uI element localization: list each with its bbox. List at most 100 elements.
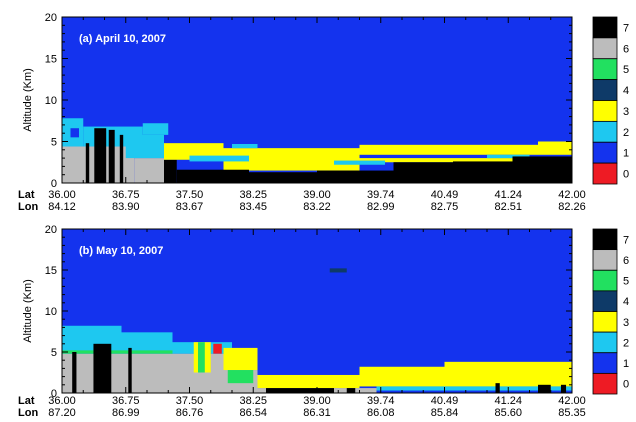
layer-cell-24 [393,162,453,183]
lat-tick-label: 38.25 [239,395,267,407]
lat-tick-label: 39.74 [367,395,395,407]
layer-cell-20 [487,154,530,159]
lat-row-label: Lat [18,189,35,201]
lon-tick-label: 84.12 [48,201,76,213]
lat-row-label: Lat [18,395,35,407]
layer-cell-14 [359,144,538,155]
colorbar-label: 6 [623,43,629,55]
layer-cell-3 [62,325,122,354]
lon-row-label: Lon [18,407,38,419]
layer-cell-23 [560,384,567,393]
y-axis-title: Altitude (Km) [22,68,34,132]
lon-tick-label: 82.51 [494,201,522,213]
lat-tick-label: 42.00 [558,189,586,201]
colorbar-label: 2 [623,337,629,349]
colorbar-label: 3 [623,317,629,329]
lon-row-label: Lon [18,201,38,213]
lat-tick-label: 37.50 [176,395,204,407]
lat-tick-label: 41.24 [494,189,522,201]
lon-tick-label: 82.26 [558,201,586,213]
panel-title: (b) May 10, 2007 [79,245,163,257]
colorbar-a: 7 6 5 4 3 2 1 0 [592,16,629,185]
colorbar-swatch-4 [592,79,618,101]
lon-tick-label: 86.08 [367,407,395,419]
lat-tick-label: 41.24 [494,395,522,407]
layer-cell-25 [453,161,513,183]
colorbar-label: 6 [623,255,629,267]
layer-cell-1 [134,158,164,183]
lon-tick-label: 82.99 [367,201,395,213]
layer-cell-5 [125,134,164,159]
layer-cell-6 [62,350,173,354]
layer-cell-4 [121,332,173,354]
layer-cell-15 [359,158,538,163]
y-tick-label: 15 [45,54,57,66]
y-tick-label: 15 [45,265,57,277]
lat-tick-label: 37.50 [176,189,204,201]
colorbar-swatch-4 [592,290,618,312]
colorbar-swatch-7 [592,228,618,251]
y-tick-label: 5 [51,137,57,149]
colorbar-label: 4 [623,85,629,97]
lon-tick-label: 83.67 [176,201,204,213]
layer-cell-16 [359,366,445,387]
lat-tick-label: 36.75 [112,395,140,407]
colorbar-label: 2 [623,127,629,139]
colorbar-label: 0 [623,169,629,181]
layer-cell-9 [213,343,222,354]
lon-tick-label: 85.35 [558,407,586,419]
lon-tick-label: 86.99 [112,407,140,419]
colorbar-swatch-6 [592,249,618,271]
colorbar-swatch-5 [592,269,618,292]
layer-cell-21 [176,169,249,183]
layer-cell-22 [538,384,551,393]
lat-tick-label: 36.75 [112,189,140,201]
colorbar-label: 4 [623,296,629,308]
layer-cell-24 [329,268,347,273]
y-axis-title: Altitude (Km) [22,279,34,343]
layer-cell-10 [119,134,124,183]
colorbar-swatch-2 [592,120,618,143]
layer-cell-11 [227,370,254,384]
lon-tick-label: 83.22 [303,201,331,213]
layer-cell-13 [93,343,112,393]
y-tick-label: 10 [45,306,57,318]
lat-tick-label: 39.00 [303,189,331,201]
layer-cell-4 [142,123,169,135]
layer-cell-13 [223,148,360,171]
lat-tick-label: 36.00 [48,395,76,407]
lon-tick-label: 86.76 [176,407,204,419]
layer-cell-18 [232,143,258,149]
layer-cell-16 [538,141,572,155]
lon-tick-label: 86.54 [239,407,267,419]
layer-cell-26 [512,156,572,183]
layer-cell-21 [495,383,500,393]
lat-tick-label: 42.00 [558,395,586,407]
layer-cell-17 [444,361,572,387]
lat-tick-label: 40.49 [431,395,459,407]
colorbar-swatch-7 [592,16,618,39]
y-tick-label: 20 [45,224,57,236]
colorbar-swatch-1 [592,352,618,374]
layer-cell-19 [266,388,334,393]
colorbar-b: 7 6 5 4 3 2 1 0 [592,228,629,395]
lat-tick-label: 39.00 [303,395,331,407]
layer-cell-15 [257,374,360,389]
layer-cell-14 [128,347,132,393]
colorbar-label: 5 [623,64,629,76]
layer-cell-20 [346,388,356,393]
lon-tick-label: 82.75 [431,201,459,213]
colorbar-swatch-1 [592,141,618,164]
layer-cell-19 [334,160,385,165]
lat-tick-label: 36.00 [48,189,76,201]
lon-tick-label: 83.90 [112,201,140,213]
lon-tick-label: 85.84 [431,407,459,419]
lat-tick-label: 40.49 [431,189,459,201]
colorbar-label: 5 [623,276,629,288]
y-tick-label: 0 [51,178,57,190]
colorbar-label: 7 [623,22,629,34]
layer-cell-6 [70,128,79,138]
